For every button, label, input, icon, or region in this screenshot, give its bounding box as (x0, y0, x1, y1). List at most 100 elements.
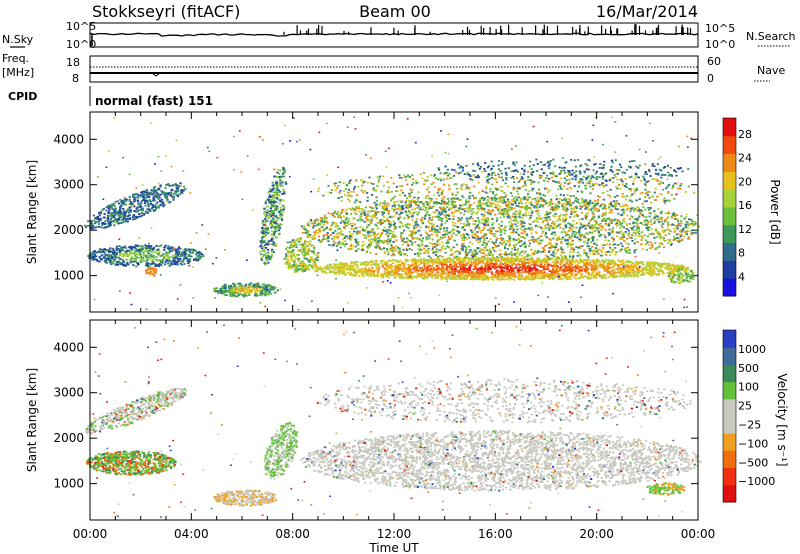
range-gate-cell (359, 217, 362, 220)
range-gate-cell (152, 189, 155, 192)
range-gate-cell (544, 217, 547, 219)
range-gate-cell (142, 251, 145, 254)
range-gate-cell (270, 199, 273, 201)
range-gate-cell (159, 184, 162, 187)
range-gate-cell (620, 214, 623, 217)
range-gate-cell (282, 168, 285, 171)
range-gate-cell (483, 233, 486, 236)
range-gate-cell (330, 213, 333, 215)
range-gate-cell (301, 244, 305, 247)
range-gate-cell (448, 215, 451, 217)
range-gate-cell (500, 211, 503, 214)
range-gate-cell (680, 220, 683, 222)
range-gate-cell (302, 242, 305, 245)
range-gate-cell (609, 275, 612, 277)
range-gate-cell (506, 215, 509, 218)
range-gate-cell (363, 214, 366, 216)
range-gate-cell (474, 234, 477, 237)
range-gate-cell (142, 190, 146, 193)
range-gate-cell (537, 225, 540, 228)
range-gate-cell (238, 282, 241, 285)
range-gate-cell (529, 216, 532, 219)
range-gate-cell (527, 253, 530, 256)
range-gate-cell (566, 242, 569, 245)
range-gate-cell (87, 220, 90, 223)
range-gate-cell (455, 249, 458, 252)
range-gate-cell (491, 223, 494, 226)
range-gate-cell (586, 245, 589, 247)
range-gate-cell (399, 216, 402, 219)
range-gate-cell (302, 267, 305, 270)
range-gate-cell (333, 210, 337, 213)
range-gate-cell (581, 218, 584, 220)
range-gate-cell (307, 230, 310, 233)
range-gate-cell (562, 217, 565, 220)
range-gate-cell (656, 215, 659, 218)
range-gate-cell (252, 283, 255, 286)
range-gate-cell (107, 215, 110, 217)
range-gate-cell (470, 213, 473, 215)
range-gate-cell (678, 233, 681, 235)
range-gate-cell (103, 248, 106, 250)
range-gate-cell (481, 222, 484, 225)
range-gate-cell (122, 208, 125, 210)
range-gate-cell (436, 225, 439, 228)
range-gate-cell (283, 171, 286, 174)
range-gate-cell (221, 287, 224, 289)
range-gate-cell (438, 206, 441, 209)
range-gate-cell (335, 233, 338, 235)
range-gate-cell (264, 247, 267, 249)
range-gate-cell (580, 223, 583, 226)
range-gate-cell (90, 220, 93, 222)
range-gate-cell (679, 224, 682, 227)
range-gate-cell (500, 231, 503, 234)
range-gate-cell (434, 212, 437, 214)
range-gate-cell (267, 284, 270, 287)
range-gate-cell (602, 214, 605, 217)
range-gate-cell (534, 198, 537, 201)
range-gate-cell (669, 230, 672, 233)
range-gate-cell (369, 242, 372, 244)
range-gate-cell (512, 239, 515, 242)
range-gate-cell (664, 219, 667, 221)
range-gate-cell (368, 239, 372, 242)
range-gate-cell (468, 217, 471, 220)
range-gate-cell (434, 273, 437, 275)
range-gate-cell (105, 209, 108, 212)
range-gate-cell (369, 244, 372, 247)
range-gate-cell (145, 259, 148, 262)
range-gate-cell (457, 217, 460, 219)
range-gate-cell (685, 220, 688, 223)
range-gate-cell (121, 204, 124, 206)
range-gate-cell (571, 235, 574, 237)
range-gate-cell (297, 258, 300, 261)
range-gate-cell (247, 292, 250, 295)
range-gate-cell (260, 241, 263, 244)
range-gate-cell (467, 211, 470, 213)
range-gate-cell (147, 272, 150, 274)
range-gate-cell (176, 262, 179, 265)
range-gate-cell (329, 228, 332, 231)
range-gate-cell (394, 266, 397, 269)
range-gate-cell (544, 245, 547, 248)
range-gate-cell (521, 254, 524, 257)
range-gate-cell (292, 254, 295, 257)
range-gate-cell (578, 231, 581, 234)
range-gate-cell (283, 191, 286, 193)
range-gate-cell (230, 284, 233, 287)
range-gate-cell (136, 253, 139, 256)
range-gate-cell (262, 236, 265, 238)
range-gate-cell (263, 218, 266, 220)
range-gate-cell (607, 232, 610, 234)
range-gate-cell (620, 209, 623, 211)
range-gate-cell (686, 227, 689, 229)
range-gate-cell (270, 202, 273, 205)
range-gate-cell (127, 263, 130, 266)
range-gate-cell (454, 204, 457, 207)
range-gate-cell (621, 263, 624, 266)
range-gate-cell (478, 247, 481, 250)
range-gate-cell (247, 289, 250, 292)
range-gate-cell (583, 200, 586, 203)
range-gate-cell (431, 216, 435, 219)
range-gate-cell (525, 228, 528, 230)
